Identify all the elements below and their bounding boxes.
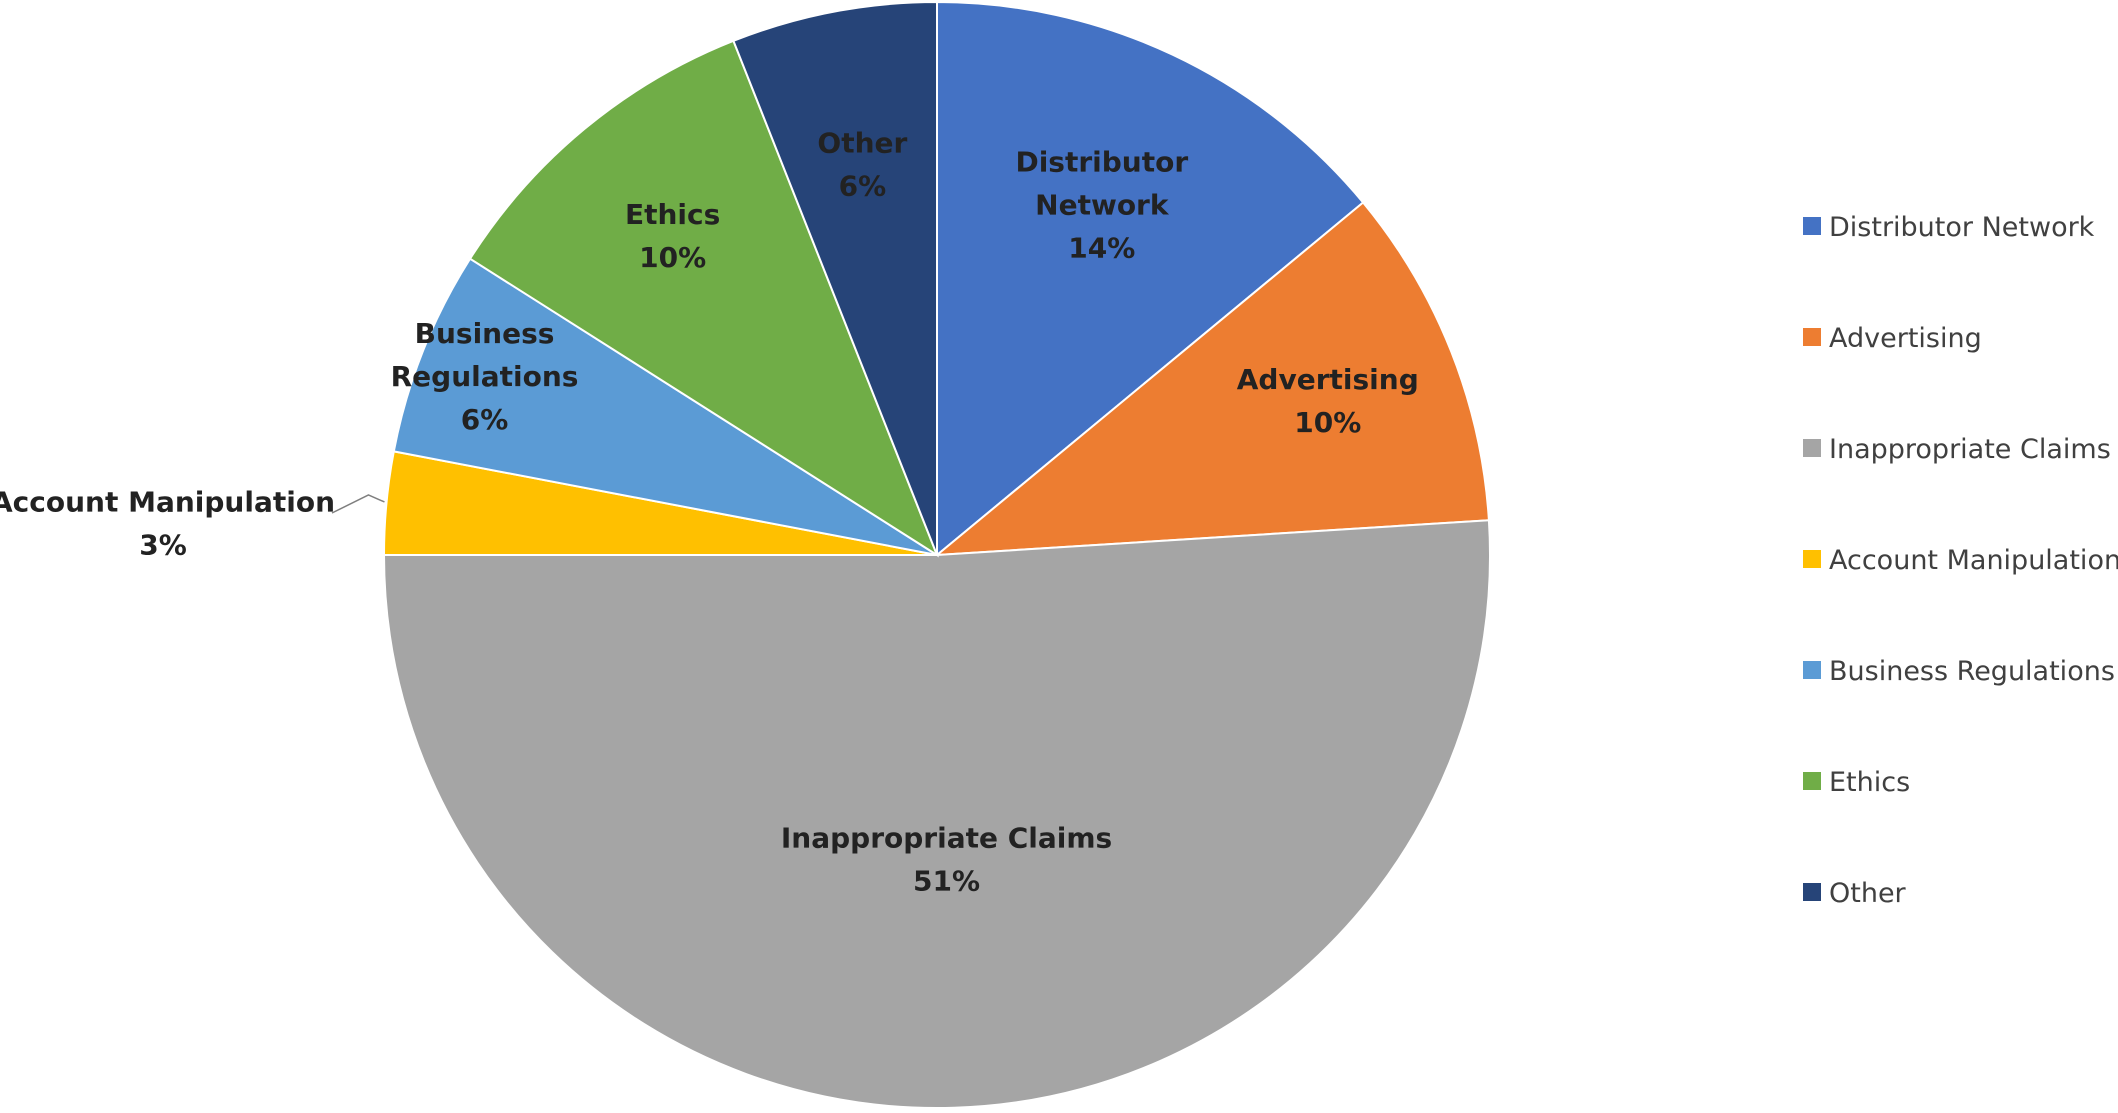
slice-label-business-regulations: Business Regulations 6%: [391, 317, 579, 436]
slice-label-account-manipulation: Account Manipulation 3%: [0, 486, 335, 562]
slice-percent: 14%: [1068, 232, 1135, 265]
slice-label-advertising: Advertising 10%: [1237, 363, 1419, 439]
slice-name: Distributor: [1015, 146, 1188, 179]
slice-percent: 6%: [461, 403, 509, 436]
slice-name: Account Manipulation: [0, 486, 335, 519]
legend-swatch: [1803, 883, 1821, 901]
slice-label-distributor-network: Distributor Network 14%: [1015, 146, 1188, 265]
legend-swatch: [1803, 439, 1821, 457]
leader-line-account-manipulation: [331, 494, 385, 514]
slice-percent: 6%: [839, 169, 887, 202]
slice-label-ethics: Ethics 10%: [625, 198, 720, 274]
slice-label-inappropriate-claims: Inappropriate Claims 51%: [781, 821, 1112, 897]
pie-slice-distributor-network: [936, 0, 1365, 558]
slice-name: Business: [415, 317, 555, 350]
legend-label: Other: [1829, 878, 1907, 909]
legend-item-other: Other: [1803, 878, 1907, 909]
slice-percent: 10%: [639, 241, 706, 274]
legend-swatch: [1803, 217, 1821, 235]
legend-item-inappropriate-claims: Inappropriate Claims: [1803, 434, 2111, 465]
legend-item-account-manipulation: Account Manipulation: [1803, 545, 2118, 576]
slice-percent: 10%: [1294, 406, 1361, 439]
legend-swatch: [1803, 550, 1821, 568]
legend: Distributor Network Advertising Inappropri…: [1803, 212, 2118, 909]
slice-percent: 51%: [913, 864, 980, 897]
slice-name: Network: [1035, 189, 1170, 222]
legend-swatch: [1803, 772, 1821, 790]
legend-label: Account Manipulation: [1829, 545, 2118, 576]
slice-name: Advertising: [1237, 363, 1419, 396]
legend-swatch: [1803, 328, 1821, 346]
pie-slice-ethics: [468, 39, 940, 558]
legend-item-ethics: Ethics: [1803, 767, 1910, 798]
pie-slice-other: [732, 0, 938, 556]
legend-swatch: [1803, 661, 1821, 679]
pie-slice-advertising: [933, 201, 1490, 557]
slice-name: Other: [817, 126, 907, 159]
pie-slices: [382, 0, 1491, 1109]
slice-percent: 3%: [139, 529, 187, 562]
slice-name: Regulations: [391, 360, 579, 393]
legend-label: Inappropriate Claims: [1829, 434, 2111, 465]
legend-label: Business Regulations: [1829, 656, 2115, 687]
slice-label-other: Other 6%: [817, 126, 907, 202]
legend-item-advertising: Advertising: [1803, 323, 1982, 354]
pie-slice-inappropriate-claims: [382, 519, 1491, 1109]
slice-name: Ethics: [625, 198, 720, 231]
legend-item-distributor-network: Distributor Network: [1803, 212, 2095, 243]
slice-name: Inappropriate Claims: [781, 821, 1112, 854]
legend-label: Advertising: [1829, 323, 1982, 354]
pie-slice-business-regulations: [392, 257, 938, 556]
leader-lines: [331, 494, 385, 514]
legend-item-business-regulations: Business Regulations: [1803, 656, 2115, 687]
legend-label: Distributor Network: [1829, 212, 2095, 243]
legend-label: Ethics: [1829, 767, 1910, 798]
slice-labels: Distributor Network 14% Advertising 10% Inapp…: [0, 126, 1419, 897]
